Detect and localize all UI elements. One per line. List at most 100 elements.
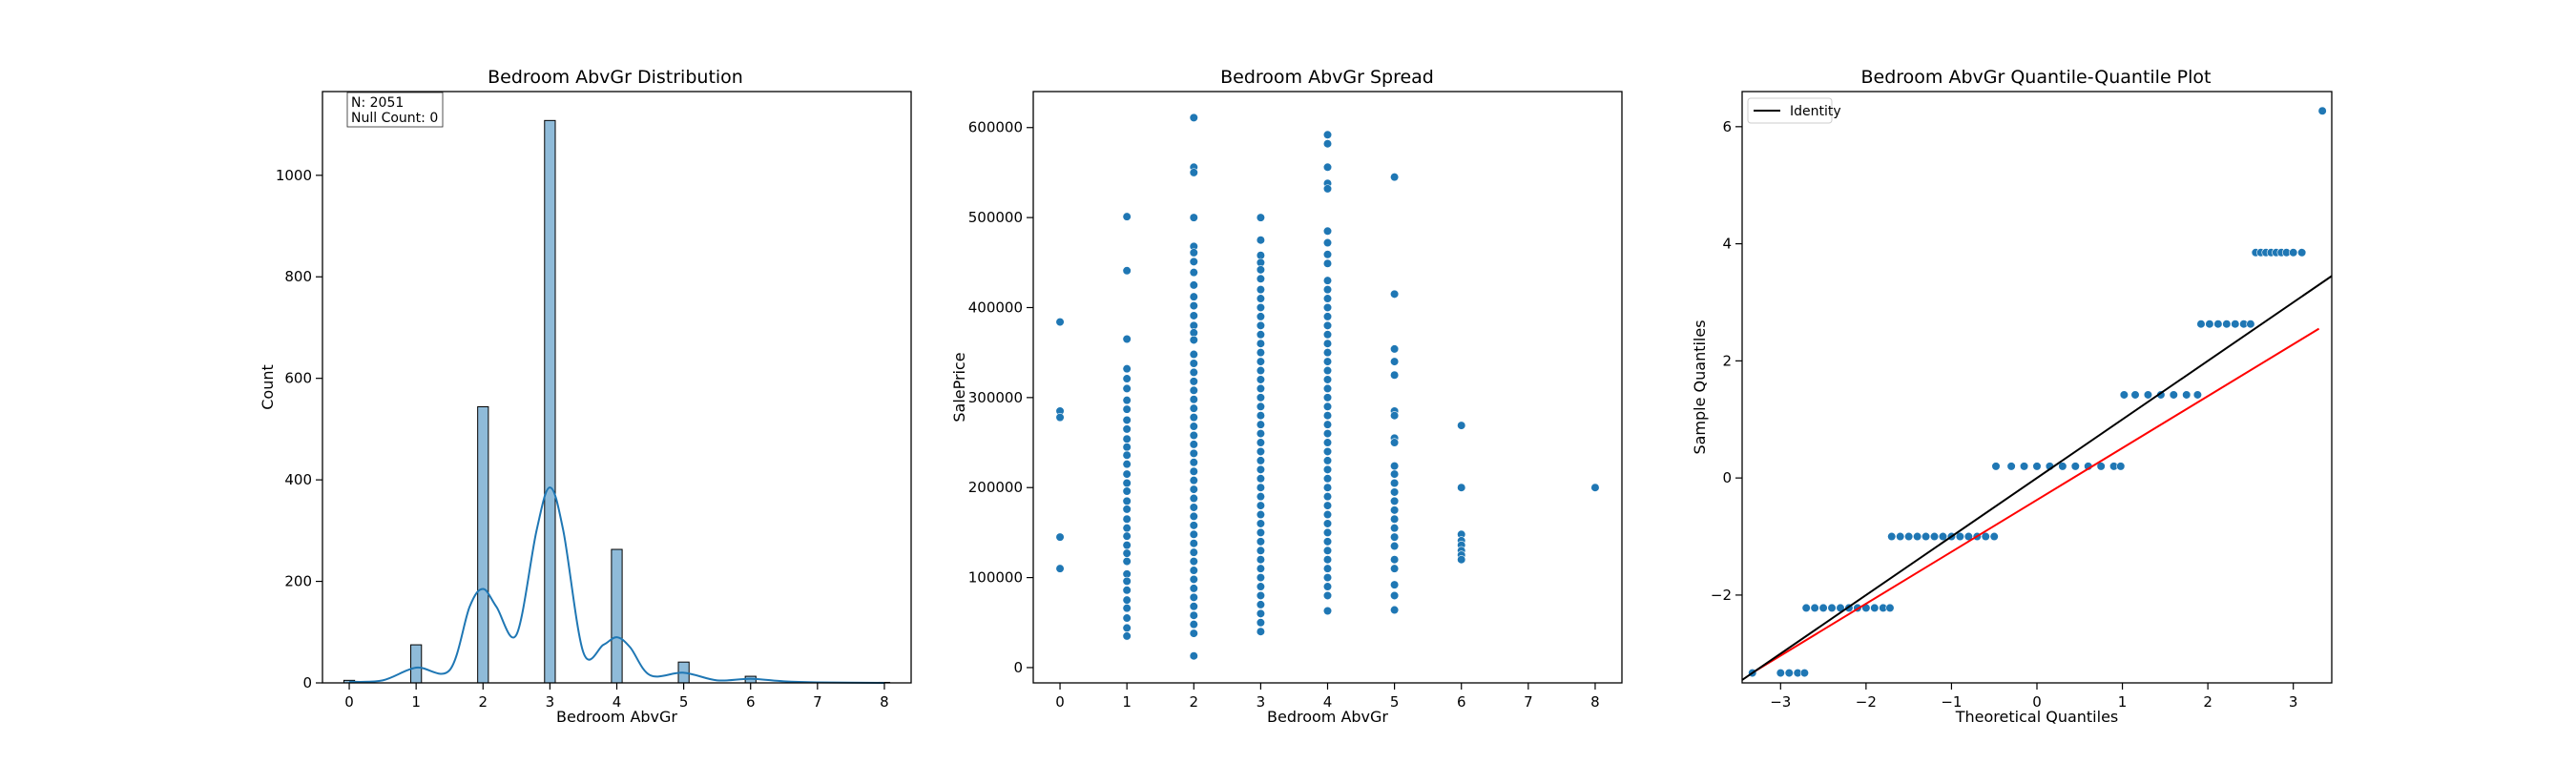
scatter-point xyxy=(1256,464,1265,474)
scatter-point xyxy=(1189,349,1198,360)
qq-legend-identity-label: Identity xyxy=(1790,104,1841,119)
scatter-point xyxy=(1256,348,1265,358)
stats-annotation-null-count: Null Count: 0 xyxy=(351,111,438,126)
scatter-point xyxy=(1189,292,1198,301)
y-tick-label: 1000 xyxy=(276,167,312,184)
scatter-point xyxy=(1189,385,1198,395)
scatter-point xyxy=(1122,396,1132,405)
scatter-point xyxy=(1189,602,1198,611)
scatter-point xyxy=(1256,420,1265,429)
qq-legend: Identity xyxy=(1747,97,1841,124)
x-tick-label: 0 xyxy=(344,693,354,711)
scatter-point xyxy=(2289,248,2298,258)
scatter-point xyxy=(1801,603,1811,613)
scatter-point xyxy=(1981,531,1990,542)
scatter-point xyxy=(1189,300,1198,311)
scatter-point xyxy=(1256,582,1265,591)
qq-x-axis-label: Theoretical Quantiles xyxy=(1955,708,2119,726)
scatter-point xyxy=(2070,462,2080,471)
scatter-point xyxy=(1390,487,1400,497)
kde-line xyxy=(348,486,884,684)
scatter-point xyxy=(1189,413,1198,423)
scatter-point xyxy=(1055,413,1065,423)
kde-curve xyxy=(348,486,884,684)
histogram-bar xyxy=(477,405,489,684)
scatter-point xyxy=(1122,443,1132,452)
fit-line xyxy=(1754,327,2320,672)
scatter-point xyxy=(1322,302,1333,313)
scatter-point xyxy=(1390,289,1400,299)
scatter-point xyxy=(1322,537,1333,546)
scatter-point xyxy=(1322,258,1333,268)
scatter-point xyxy=(1322,312,1333,321)
scatter-point xyxy=(1189,557,1198,567)
distribution-title: Bedroom AbvGr Distribution xyxy=(488,67,743,88)
scatter-point xyxy=(1322,438,1333,447)
scatter-point xyxy=(1256,375,1265,384)
scatter-point xyxy=(1256,546,1265,555)
scatter-point xyxy=(1322,250,1333,259)
scatter-point xyxy=(1122,334,1132,344)
scatter-point xyxy=(1322,564,1333,573)
x-tick-label: 1 xyxy=(411,693,421,711)
scatter-point xyxy=(1055,532,1065,542)
scatter-point xyxy=(1322,420,1333,429)
scatter-point xyxy=(1390,438,1400,447)
y-tick-label: 200000 xyxy=(968,479,1023,496)
scatter-point xyxy=(1256,483,1265,492)
histogram-bar xyxy=(544,119,556,684)
y-tick-label: 0 xyxy=(1013,659,1023,676)
x-tick-label: 3 xyxy=(1257,693,1266,711)
scatter-point xyxy=(1189,458,1198,467)
scatter-point xyxy=(1122,613,1132,623)
scatter-point xyxy=(2119,390,2129,400)
scatter-point xyxy=(1189,529,1198,539)
scatter-point xyxy=(1256,357,1265,366)
scatter-point xyxy=(1189,521,1198,530)
qq-reference-lines xyxy=(1741,275,2333,681)
scatter-point xyxy=(1256,339,1265,348)
scatter-point xyxy=(1921,531,1931,542)
scatter-point xyxy=(1322,357,1333,366)
y-tick-label: 4 xyxy=(1722,236,1732,253)
scatter-point xyxy=(1122,374,1132,383)
scatter-point xyxy=(1390,478,1400,488)
scatter-point xyxy=(1189,620,1198,629)
x-tick-label: −2 xyxy=(1856,693,1877,711)
x-tick-label: 7 xyxy=(813,693,822,711)
scatter-point xyxy=(1390,344,1400,354)
distribution-y-axis-label: Count xyxy=(259,364,277,410)
scatter-point xyxy=(1189,422,1198,431)
scatter-point xyxy=(1122,266,1132,276)
scatter-point xyxy=(2058,462,2067,471)
scatter-point xyxy=(1322,492,1333,502)
scatter-point xyxy=(1189,280,1198,290)
scatter-point xyxy=(1256,501,1265,510)
scatter-point xyxy=(1991,462,2001,471)
scatter-point xyxy=(1122,424,1132,434)
scatter-point xyxy=(1256,312,1265,321)
scatter-point xyxy=(1322,184,1333,194)
scatter-point xyxy=(1322,226,1333,236)
y-tick-label: −2 xyxy=(1711,587,1732,604)
distribution-panel: Bedroom AbvGr Distribution 0 1 2 3 4 5 6 7 8 0 20… xyxy=(259,67,912,726)
scatter-point xyxy=(1055,564,1065,573)
scatter-point xyxy=(1887,531,1897,542)
scatter-point xyxy=(1189,440,1198,449)
scatter-point xyxy=(1322,527,1333,538)
scatter-point xyxy=(1189,248,1198,258)
y-tick-label: 800 xyxy=(284,268,312,285)
scatter-point xyxy=(1189,213,1198,222)
scatter-point xyxy=(1189,651,1198,661)
scatter-point xyxy=(1189,476,1198,485)
scatter-point xyxy=(1390,357,1400,366)
scatter-point xyxy=(1256,456,1265,465)
scatter-point xyxy=(1929,531,1940,542)
scatter-point xyxy=(1256,330,1265,340)
scatter-point xyxy=(1256,446,1265,457)
scatter-point xyxy=(1322,546,1333,555)
x-tick-label: 8 xyxy=(1590,693,1600,711)
scatter-point xyxy=(1256,492,1265,502)
scatter-point xyxy=(1870,603,1880,613)
scatter-point xyxy=(1189,335,1198,345)
